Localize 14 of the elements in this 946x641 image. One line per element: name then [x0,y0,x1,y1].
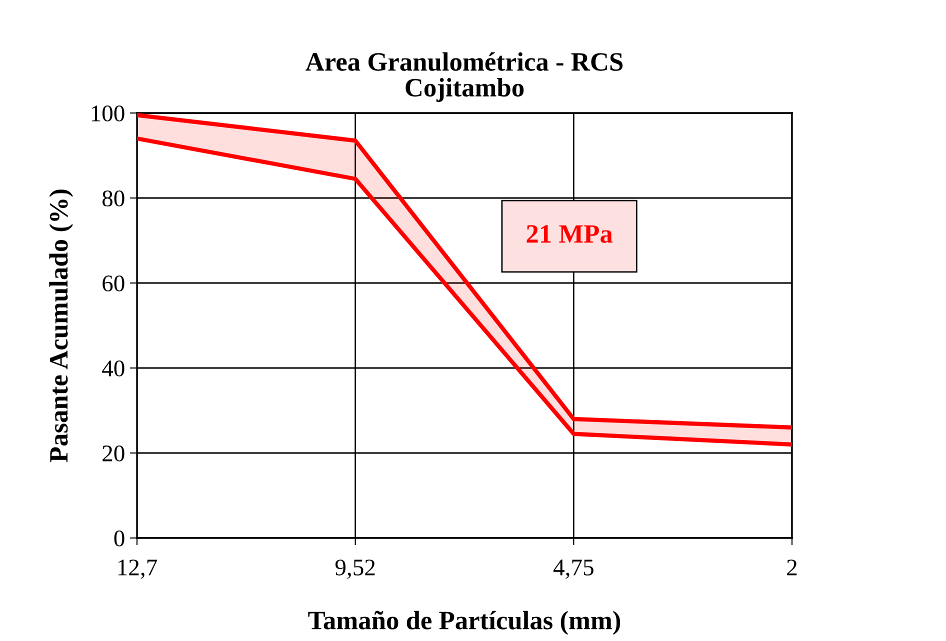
x-tick-label: 4,75 [553,560,594,579]
y-tick-label: 60 [102,275,124,292]
y-tick-label: 20 [102,445,124,462]
chart-title: Area Granulométrica - RCS Cojitambo [306,52,623,102]
y-axis-title: Pasante Acumulado (%) [49,190,74,462]
y-tick-label: 80 [102,190,124,206]
x-tick-label: 9,52 [335,560,375,579]
x-tick-label: 2 [787,560,797,576]
y-tick-label: 0 [114,530,124,546]
x-axis-title: Tamaño de Partículas (mm) [308,610,620,635]
annotation: 21 MPa [526,225,613,243]
x-tick-label: 12,7 [118,560,157,579]
y-tick-label: 100 [92,105,124,122]
y-tick-label: 40 [102,360,124,376]
